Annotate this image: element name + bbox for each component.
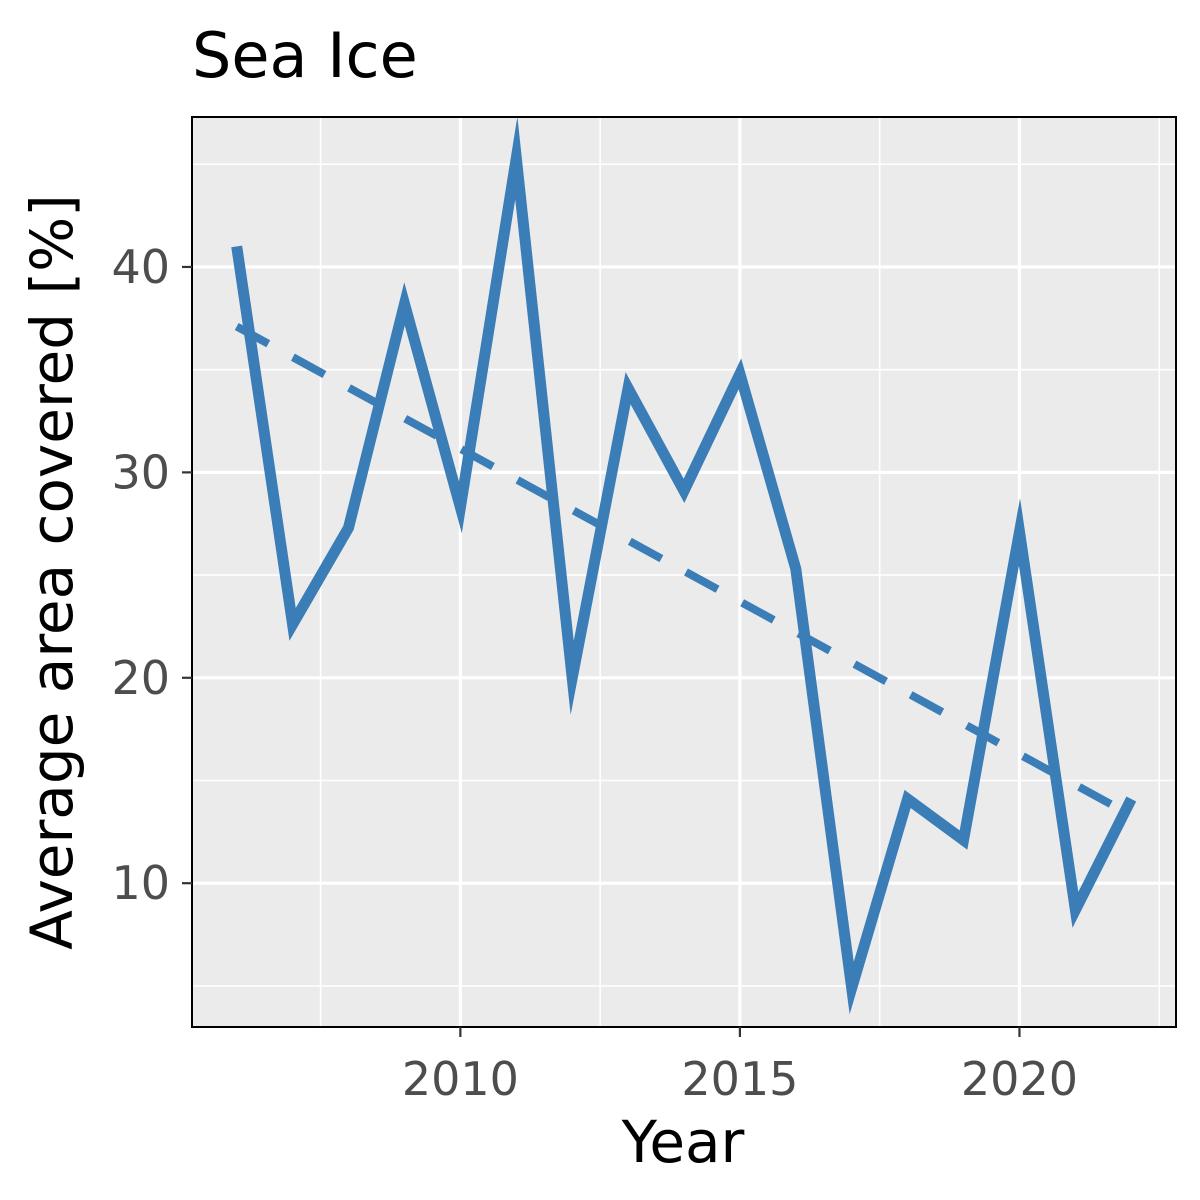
chart-title: Sea Ice bbox=[192, 19, 418, 92]
y-tick-label: 40 bbox=[111, 240, 170, 294]
axes: 2010 2015 2020 10 20 30 40 bbox=[111, 116, 1177, 1106]
y-tick-label: 10 bbox=[111, 856, 170, 910]
x-tick-label: 2020 bbox=[961, 1052, 1078, 1106]
panel-border bbox=[191, 116, 1177, 1028]
trend-line bbox=[234, 322, 1134, 819]
data-layer bbox=[231, 116, 1137, 1015]
x-tick-label: 2010 bbox=[402, 1052, 519, 1106]
x-tick-label: 2015 bbox=[681, 1052, 798, 1106]
x-axis-title: Year bbox=[621, 1108, 745, 1176]
y-tick-label: 30 bbox=[111, 445, 170, 499]
y-tick-label: 20 bbox=[111, 651, 170, 705]
y-axis-title: Average area covered [%] bbox=[18, 194, 86, 950]
